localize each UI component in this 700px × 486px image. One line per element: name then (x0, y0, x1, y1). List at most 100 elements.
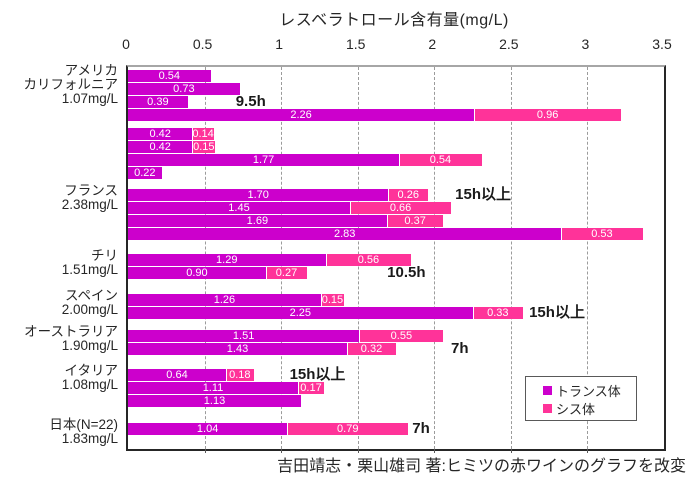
trans-segment (128, 267, 266, 279)
bar-value-label: 0.42 (149, 128, 171, 140)
x-axis-tick-label: 1 (275, 36, 284, 52)
duration-annotation: 15h以上 (455, 186, 512, 203)
bar-value-label: 2.25 (289, 307, 311, 319)
bar-value-label: 0.14 (192, 128, 214, 140)
bar-value-label: 0.26 (397, 189, 419, 201)
trans-segment (128, 189, 389, 201)
bar-value-label: 0.55 (390, 330, 413, 342)
bar-value-label: 1.26 (213, 294, 236, 306)
axis-tick-mark (204, 449, 206, 453)
bar-value-label: 1.45 (228, 202, 250, 214)
cis-segment (287, 423, 409, 435)
cis-segment (359, 330, 444, 342)
bar-value-label: 1.70 (247, 189, 269, 201)
category-label: チリ 1.51mg/L (0, 249, 118, 277)
bar-value-label: 0.17 (300, 382, 322, 394)
axis-tick-mark (434, 449, 436, 453)
bar-value-label: 1.29 (216, 254, 238, 266)
category-label-line: 1.90mg/L (61, 338, 118, 353)
trans-segment (128, 382, 298, 394)
cis-segment (325, 254, 412, 266)
bar-value-label: 0.90 (186, 267, 208, 279)
bar-value-label: 0.15 (193, 141, 215, 153)
bar-value-label: 0.22 (134, 167, 156, 179)
duration-annotation: 15h以上 (289, 366, 346, 383)
cis-segment (388, 189, 429, 201)
plot-area: トランス体 シス体 0.54 0.73 0.39 9.5h 2.26 0.96 0.42 0.1… (126, 65, 666, 453)
category-label: スペイン 2.00mg/L (0, 289, 118, 317)
category-label-line: スペイン (64, 288, 118, 303)
duration-annotation: 7h (412, 420, 430, 437)
bar-value-label: 0.79 (337, 423, 359, 435)
category-label-line: 2.00mg/L (61, 302, 118, 317)
bar-value-label: 0.53 (591, 228, 613, 240)
trans-segment (128, 330, 360, 342)
trans-segment (128, 154, 400, 166)
bar-value-label: 2.83 (333, 228, 356, 240)
gridline (587, 67, 589, 449)
bar-value-label: 0.37 (404, 215, 426, 227)
category-label-line: 1.08mg/L (61, 377, 118, 392)
category-label-line: アメリカ (64, 63, 118, 78)
trans-segment (128, 423, 288, 435)
bar-value-label: 1.11 (202, 382, 224, 394)
duration-annotation: 7h (451, 340, 469, 357)
duration-annotation: 9.5h (235, 93, 266, 110)
cis-segment (265, 267, 308, 279)
trans-segment (128, 369, 226, 381)
x-axis-tick-label: 0 (122, 36, 130, 52)
duration-annotation: 15h以上 (529, 304, 585, 321)
category-label-line: 1.83mg/L (61, 431, 118, 446)
x-axis-tick-label: 3 (581, 36, 590, 52)
category-label: オーストラリア 1.90mg/L (0, 325, 118, 353)
category-label: フランス 2.38mg/L (0, 184, 118, 212)
cis-segment (297, 382, 325, 394)
axis-tick-mark (357, 449, 359, 453)
bar-value-label: 0.96 (536, 109, 559, 121)
cis-segment (192, 141, 216, 153)
bar-value-label: 1.77 (252, 154, 275, 166)
bar-value-label: 2.26 (290, 109, 312, 121)
category-label-line: 1.07mg/L (61, 91, 118, 106)
category-label-line: フランス (64, 183, 118, 198)
trans-segment (128, 343, 347, 355)
trans-segment (128, 395, 302, 407)
bar-value-label: 0.33 (487, 307, 509, 319)
cis-segment (399, 154, 482, 166)
bar-value-label: 0.64 (166, 369, 188, 381)
trans-segment (128, 167, 162, 179)
trans-segment (128, 294, 321, 306)
cis-segment (192, 128, 214, 140)
category-label-line: チリ (91, 248, 118, 263)
cis-segment (561, 228, 643, 240)
bar-value-label: 0.54 (158, 70, 181, 82)
cis-segment (346, 343, 396, 355)
trans-segment (128, 109, 475, 121)
trans-segment (128, 254, 326, 266)
trans-segment (128, 228, 562, 240)
bar-value-label: 0.73 (173, 83, 195, 95)
axis-tick-mark (587, 449, 589, 453)
bar-value-label: 0.18 (229, 369, 251, 381)
cis-segment (474, 109, 622, 121)
trans-segment (128, 128, 193, 140)
axis-tick-mark (510, 449, 512, 453)
cis-segment (350, 202, 452, 214)
legend-marker-cis-icon (543, 404, 552, 413)
category-label: アメリカ カリフォルニア 1.07mg/L (0, 63, 119, 106)
cis-segment (386, 215, 444, 227)
duration-annotation: 10.5h (387, 264, 426, 281)
bar-value-label: 1.51 (232, 330, 255, 342)
chart-title: レスベラトロール含有量(mg/L) (279, 12, 509, 29)
legend: トランス体 シス体 (525, 376, 637, 421)
bar-value-label: 1.69 (246, 215, 269, 227)
cis-segment (320, 294, 344, 306)
bar-value-label: 1.13 (203, 395, 226, 407)
category-label: イタリア 1.08mg/L (0, 364, 118, 392)
x-axis-tick-label: 3.5 (652, 36, 672, 52)
category-label-line: オーストラリア (24, 324, 118, 339)
bar-value-label: 0.27 (275, 267, 298, 279)
category-label-line: 日本(N=22) (49, 417, 118, 432)
category-label-line: カリフォルニア (23, 77, 119, 92)
